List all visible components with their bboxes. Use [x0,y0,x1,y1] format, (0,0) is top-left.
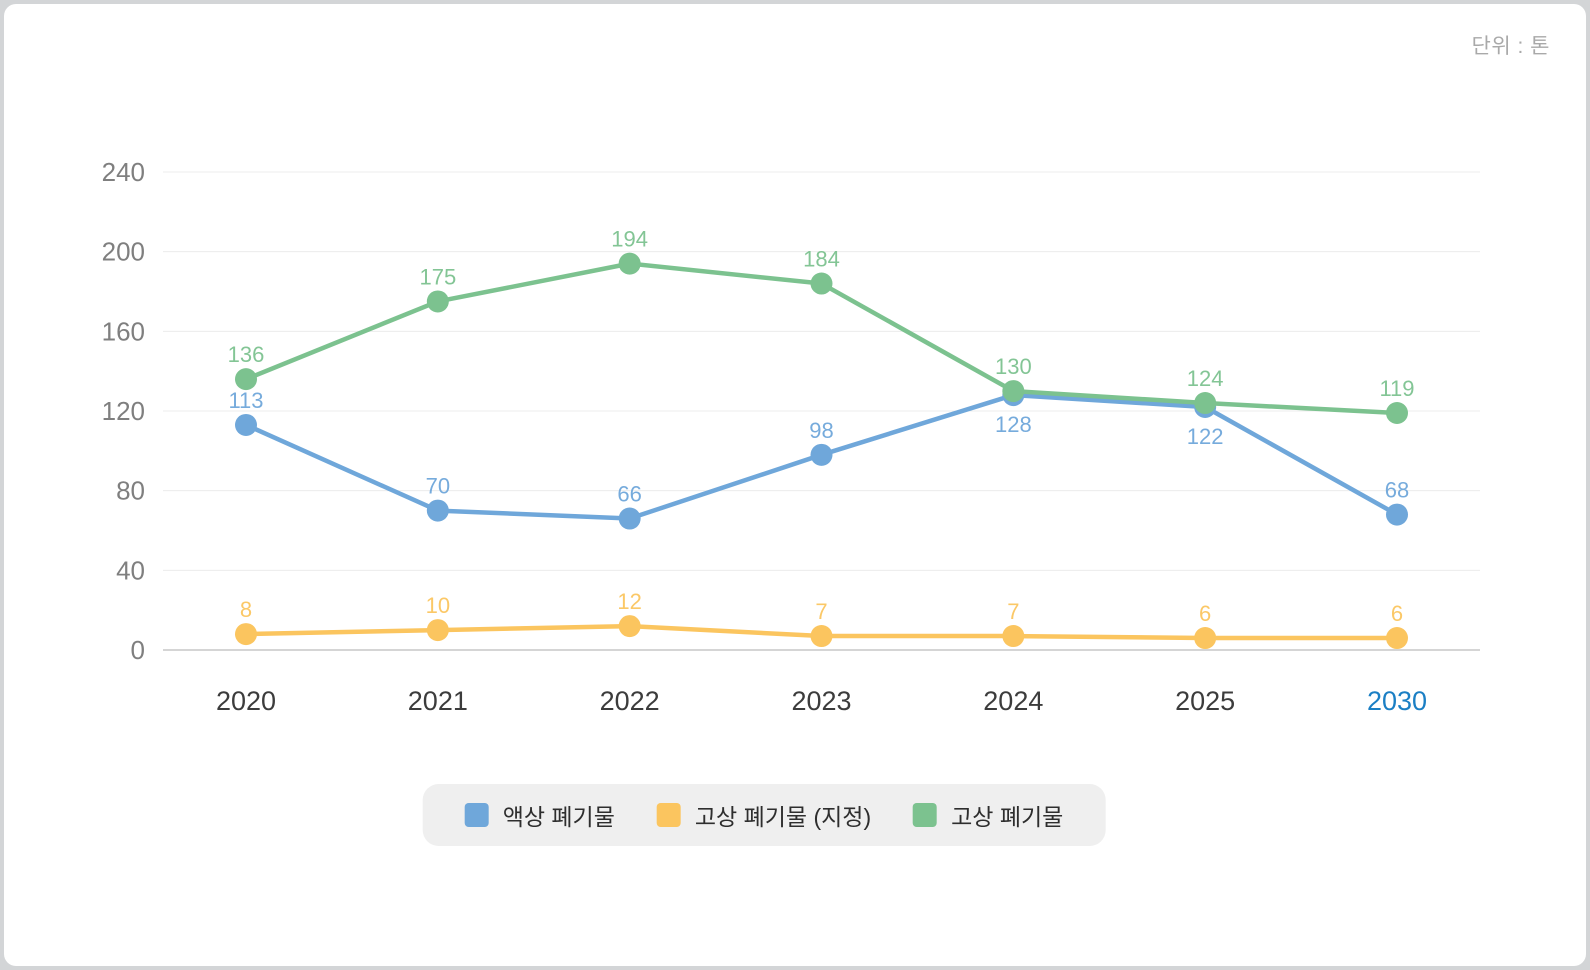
value-label: 66 [617,482,641,507]
data-point [426,290,449,313]
x-axis-label-highlighted: 2030 [1367,686,1427,716]
data-point [1386,503,1408,526]
y-axis-tick-label: 120 [102,396,145,426]
data-point [1386,401,1408,424]
legend-item: 고상 폐기물 (지정) [656,798,872,832]
y-axis-tick-label: 0 [131,635,145,665]
y-axis-tick-label: 200 [102,237,145,267]
x-axis-label: 2022 [600,686,660,716]
legend-swatch [656,803,681,827]
x-axis-label: 2020 [216,686,276,716]
legend-item: 고상 폐기물 [913,798,1063,832]
data-point [810,443,833,466]
value-label: 8 [240,597,252,622]
data-point [1194,627,1217,650]
value-label: 184 [803,247,840,272]
y-axis-tick-label: 160 [102,316,145,346]
data-point [618,615,641,638]
value-label: 136 [228,342,265,367]
x-axis-label: 2023 [791,686,851,716]
legend-swatch [913,803,938,827]
y-axis-tick-label: 40 [116,555,145,585]
legend-item: 액상 폐기물 [464,798,615,832]
value-label: 6 [1199,601,1211,626]
value-label: 124 [1187,366,1224,391]
x-axis-label: 2021 [408,686,468,716]
line-chart: 0 40 80 120 160 200 240 2020 2021 2022 2023 2024 202… [102,157,1480,716]
value-label: 119 [1379,376,1414,401]
x-axis-label: 2025 [1175,686,1235,716]
value-label: 70 [426,474,450,499]
y-axis-tick-label: 240 [102,157,145,187]
unit-label: 단위 : 톤 [1471,35,1550,58]
data-point [618,252,641,275]
value-label: 122 [1187,424,1224,449]
data-point [1386,627,1408,650]
value-label: 175 [419,264,456,289]
value-label: 10 [426,593,450,618]
data-point [426,619,449,642]
value-label: 194 [611,227,648,252]
value-label: 7 [815,599,827,624]
data-point [1002,625,1025,648]
data-point [1194,392,1217,415]
legend-swatch [464,803,489,827]
data-point [235,368,257,391]
x-axis-label: 2024 [983,686,1043,716]
value-label: 98 [809,418,833,443]
value-label: 113 [228,388,263,413]
legend-label: 고상 폐기물 (지정) [694,804,872,830]
legend-label: 액상 폐기물 [502,804,615,830]
value-label: 130 [995,354,1032,379]
data-point [235,623,257,646]
value-label: 128 [995,412,1032,437]
value-label: 68 [1385,478,1409,503]
data-point [1002,380,1025,403]
data-point [810,625,833,648]
chart-legend: 액상 폐기물 고상 폐기물 (지정) 고상 폐기물 [422,784,1106,846]
data-point [235,413,257,436]
data-point [426,499,449,522]
data-point [810,272,833,295]
value-label: 12 [617,589,641,614]
y-axis-tick-label: 80 [116,476,145,506]
data-point [618,507,641,530]
value-label: 6 [1391,601,1403,626]
value-label: 7 [1007,599,1019,624]
chart-card: 단위 : 톤 0 40 80 120 160 200 240 2020 2021 2022 2023… [4,4,1586,966]
legend-label: 고상 폐기물 [951,804,1064,830]
